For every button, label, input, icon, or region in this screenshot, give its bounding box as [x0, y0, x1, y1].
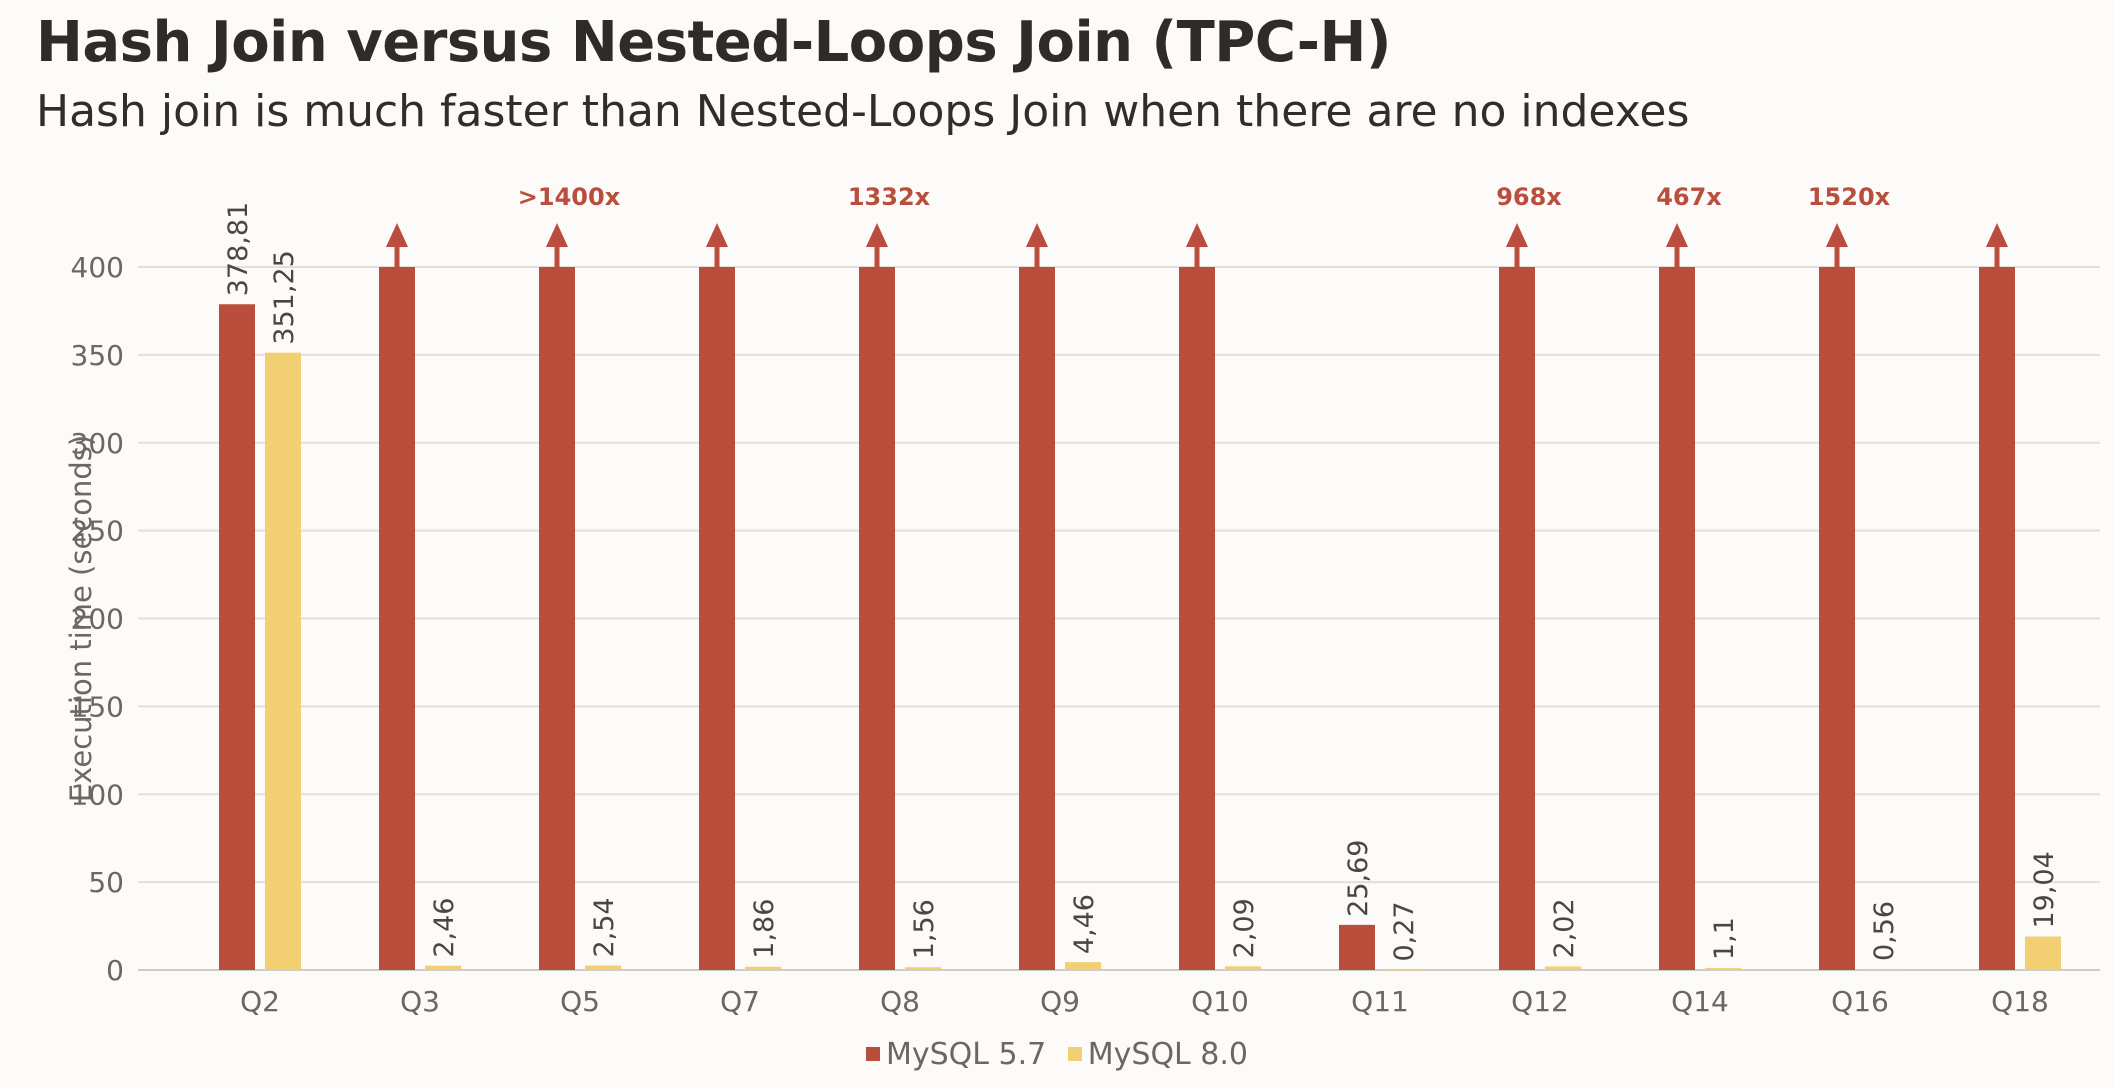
x-tick-label-q8: Q8 [880, 985, 920, 1018]
overflow-arrow-head-q9 [1026, 223, 1048, 247]
bar-mysql80-q7 [745, 966, 781, 970]
bar-mysql80-q2 [265, 352, 301, 971]
legend-swatch-mysql80 [1067, 1047, 1082, 1061]
y-tick-label-400: 400 [71, 251, 124, 284]
x-tick-label-q14: Q14 [1671, 985, 1729, 1018]
speedup-annotation-q14: 467x [1656, 183, 1722, 211]
data-label-mysql80-q14: 1,1 [1709, 917, 1740, 960]
bar-mysql57-q18 [1979, 267, 2015, 970]
x-tick-label-q12: Q12 [1511, 985, 1569, 1018]
speedup-annotation-q12: 968x [1496, 183, 1562, 211]
bar-mysql80-q18 [2025, 936, 2061, 970]
bar-mysql57-q12 [1499, 267, 1535, 970]
overflow-arrow-head-q18 [1986, 223, 2008, 247]
overflow-arrow-head-q7 [706, 223, 728, 247]
data-label-mysql80-q5: 2,54 [589, 897, 620, 957]
data-label-mysql80-q7: 1,86 [749, 899, 780, 959]
y-tick-label-50: 50 [88, 866, 124, 899]
bar-mysql57-q3 [379, 267, 415, 970]
bar-mysql80-q10 [1225, 966, 1261, 970]
y-tick-label-0: 0 [106, 954, 124, 987]
x-tick-label-q7: Q7 [720, 985, 760, 1018]
overflow-arrow-head-q12 [1506, 223, 1528, 247]
speedup-annotation-q5: >1400x [518, 183, 621, 211]
overflow-arrow-head-q16 [1826, 223, 1848, 247]
x-tick-label-q11: Q11 [1351, 985, 1409, 1018]
overflow-arrow-head-q10 [1186, 223, 1208, 247]
legend-item-mysql57: MySQL 5.7 [865, 1036, 1047, 1072]
bar-mysql80-q12 [1545, 966, 1581, 970]
bar-mysql57-q11 [1339, 924, 1375, 970]
y-tick-label-250: 250 [71, 515, 124, 548]
legend-label-mysql80: MySQL 8.0 [1087, 1036, 1249, 1072]
data-label-mysql80-q11: 0,27 [1389, 901, 1420, 961]
bar-mysql57-q10 [1179, 267, 1215, 970]
y-tick-label-350: 350 [71, 339, 124, 372]
bar-mysql57-q9 [1019, 267, 1055, 970]
overflow-arrow-head-q8 [866, 223, 888, 247]
legend: MySQL 5.7 MySQL 8.0 [0, 1034, 2114, 1072]
data-label-mysql80-q9: 4,46 [1069, 894, 1100, 954]
data-label-mysql80-q8: 1,56 [909, 899, 940, 959]
bar-mysql57-q2 [219, 304, 255, 970]
chart-title: Hash Join versus Nested-Loops Join (TPC-… [36, 10, 1391, 75]
legend-item-mysql80: MySQL 8.0 [1067, 1036, 1249, 1072]
legend-label-mysql57: MySQL 5.7 [885, 1036, 1047, 1072]
y-tick-label-100: 100 [71, 778, 124, 811]
overflow-arrow-head-q14 [1666, 223, 1688, 247]
data-label-mysql80-q2: 351,25 [269, 250, 300, 344]
data-label-mysql80-q18: 19,04 [2029, 851, 2060, 928]
speedup-annotation-q8: 1332x [848, 183, 931, 211]
bar-mysql80-q9 [1065, 962, 1101, 970]
x-tick-label-q16: Q16 [1831, 985, 1889, 1018]
overflow-arrow-head-q3 [386, 223, 408, 247]
bar-chart: 0 50 100 150 200 250 300 350 400 Execution time (… [64, 183, 2100, 1018]
x-tick-label-q3: Q3 [400, 985, 440, 1018]
data-label-mysql57-q11: 25,69 [1343, 840, 1374, 917]
bar-mysql80-q14 [1705, 968, 1741, 970]
data-label-mysql80-q3: 2,46 [429, 898, 460, 958]
y-tick-label-150: 150 [71, 690, 124, 723]
bar-mysql80-q11 [1385, 969, 1421, 971]
y-tick-label-300: 300 [71, 427, 124, 460]
x-tick-label-q10: Q10 [1191, 985, 1249, 1018]
bar-mysql57-q8 [859, 267, 895, 970]
x-tick-label-q18: Q18 [1991, 985, 2049, 1018]
data-label-mysql57-q2: 378,81 [223, 202, 254, 296]
bar-mysql57-q7 [699, 267, 735, 970]
y-axis-title: Execution time (seconds) [64, 435, 98, 802]
data-label-mysql80-q10: 2,09 [1229, 898, 1260, 958]
y-tick-label-200: 200 [71, 603, 124, 636]
data-label-mysql80-q12: 2,02 [1549, 898, 1580, 958]
x-tick-label-q5: Q5 [560, 985, 600, 1018]
bar-mysql80-q16 [1865, 969, 1901, 971]
legend-swatch-mysql57 [865, 1047, 880, 1061]
chart-subtitle: Hash join is much faster than Nested-Loo… [36, 86, 1690, 137]
bar-mysql57-q16 [1819, 267, 1855, 970]
overflow-arrow-head-q5 [546, 223, 568, 247]
bar-mysql80-q8 [905, 967, 941, 970]
data-label-mysql80-q16: 0,56 [1869, 901, 1900, 961]
bar-mysql57-q5 [539, 267, 575, 970]
speedup-annotation-q16: 1520x [1808, 183, 1891, 211]
bar-mysql80-q5 [585, 965, 621, 970]
x-tick-label-q2: Q2 [240, 985, 280, 1018]
bar-mysql57-q14 [1659, 267, 1695, 970]
bar-mysql80-q3 [425, 965, 461, 970]
x-tick-label-q9: Q9 [1040, 985, 1080, 1018]
